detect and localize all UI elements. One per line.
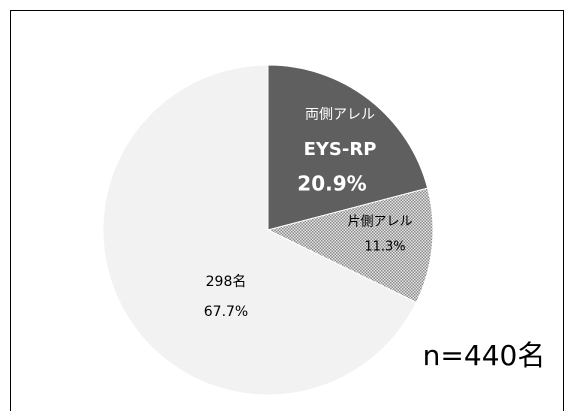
frame [10, 10, 564, 415]
slice-label: EYS-RP [304, 139, 377, 160]
pie-slice [266, 187, 434, 304]
value-label: 20.9% [297, 172, 366, 196]
value-label: 11.3% [364, 240, 405, 255]
slice-label: 298名 [206, 274, 247, 290]
pie-slice [102, 64, 417, 396]
annotation: n=440名 [423, 339, 546, 372]
pie-slice [267, 64, 429, 231]
slice-label: 両側アレル [305, 107, 375, 123]
slice-label: 片側アレル [347, 215, 412, 230]
value-label: 67.7% [204, 304, 248, 320]
